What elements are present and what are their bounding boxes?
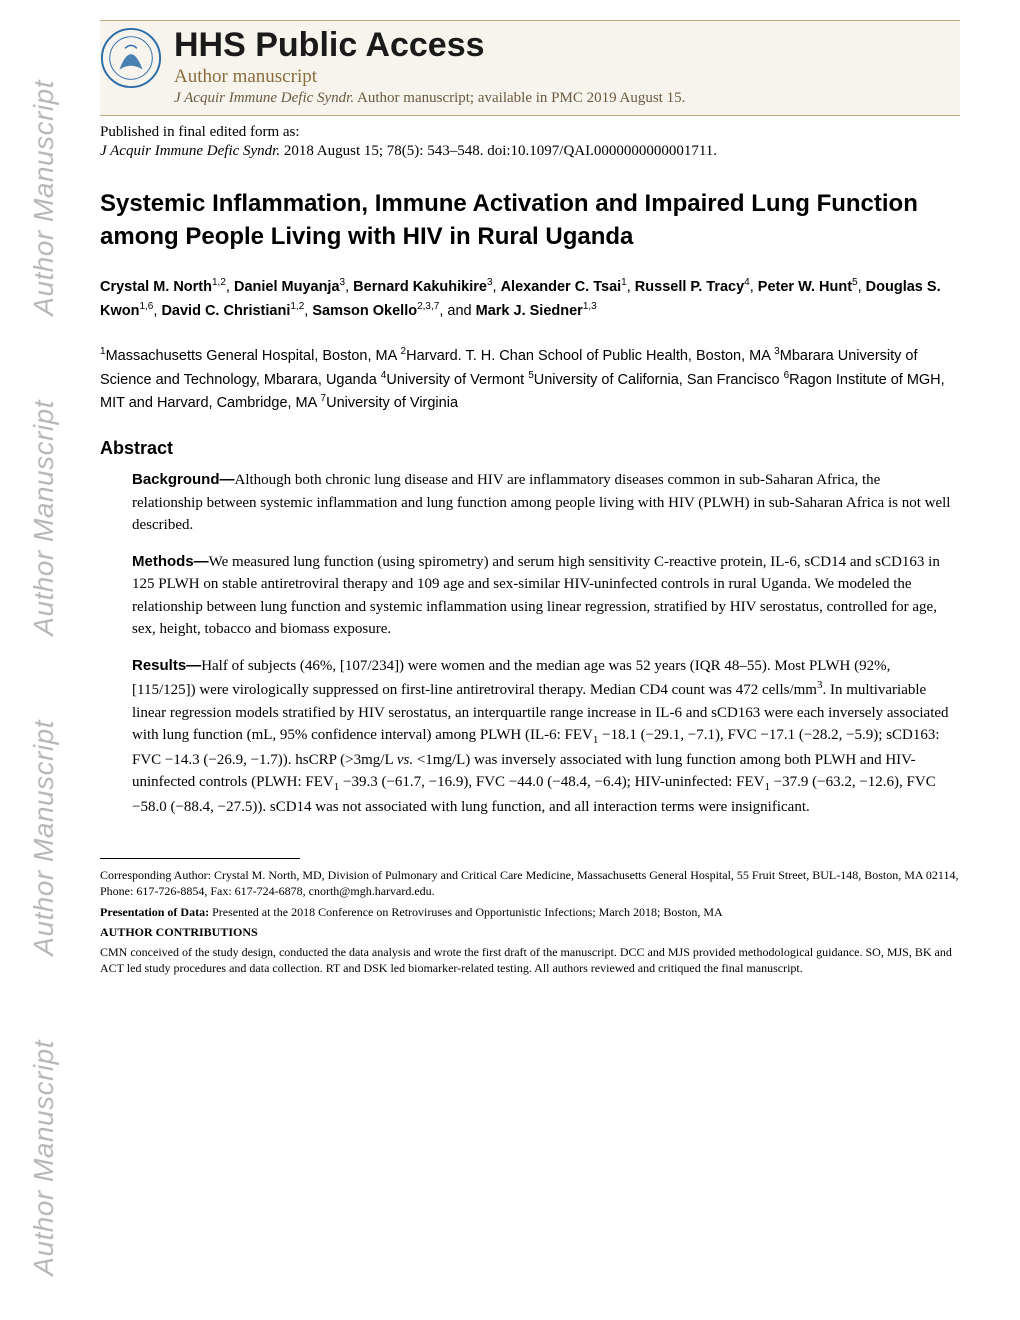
author-contributions-label: AUTHOR CONTRIBUTIONS [100,924,960,940]
author-manuscript-label: Author manuscript [174,66,960,88]
article-title: Systemic Inflammation, Immune Activation… [100,188,960,253]
abstract-background: Background—Although both chronic lung di… [132,469,952,537]
author-manuscript-watermark: Author Manuscript [28,400,60,636]
abstract-body: Background—Although both chronic lung di… [132,469,952,818]
abstract-results: Results—Half of subjects (46%, [107/234]… [132,655,952,819]
hhs-logo-icon [100,27,162,89]
published-form-label: Published in final edited form as: [100,124,960,141]
availability-line: J Acquir Immune Defic Syndr. Author manu… [174,90,960,107]
hhs-public-access-title: HHS Public Access [174,27,960,64]
abstract-methods: Methods—We measured lung function (using… [132,551,952,641]
footnotes: Corresponding Author: Crystal M. North, … [100,867,960,976]
authors-list: Crystal M. North1,2, Daniel Muyanja3, Be… [100,275,960,322]
footnote-separator [100,858,300,859]
author-manuscript-watermark: Author Manuscript [28,720,60,956]
abstract-heading: Abstract [100,438,960,459]
author-contributions-text: CMN conceived of the study design, condu… [100,944,960,976]
author-manuscript-watermark: Author Manuscript [28,80,60,316]
page-content: HHS Public Access Author manuscript J Ac… [100,0,960,976]
citation-line: J Acquir Immune Defic Syndr. 2018 August… [100,143,960,160]
affiliations: 1Massachusetts General Hospital, Boston,… [100,344,960,414]
corresponding-author: Corresponding Author: Crystal M. North, … [100,867,960,899]
presentation-of-data: Presentation of Data: Presented at the 2… [100,904,960,920]
author-manuscript-watermark: Author Manuscript [28,1040,60,1276]
hhs-header-box: HHS Public Access Author manuscript J Ac… [100,20,960,116]
